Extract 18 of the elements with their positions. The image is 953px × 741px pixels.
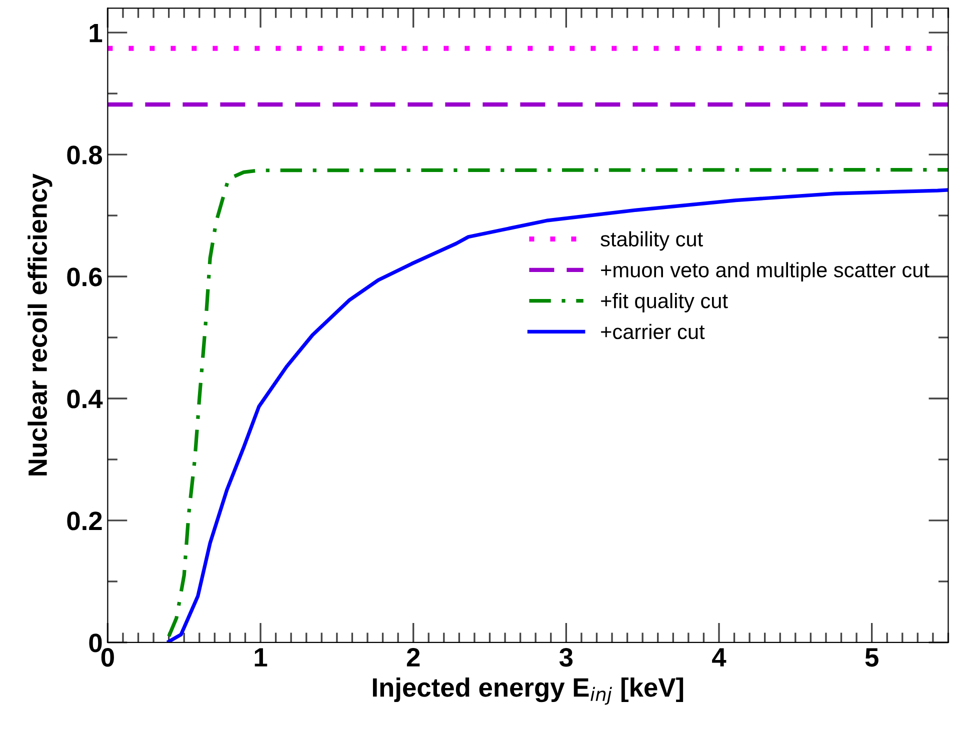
x-axis-title: Injected energy E$_{inj}$ [keV] (372, 677, 684, 705)
legend-label: +muon veto and multiple scatter cut (601, 262, 930, 282)
y-axis-title: Nuclear recoil efficiency (28, 174, 52, 476)
x-tick-label: 0 (101, 648, 114, 667)
legend-label: +fit quality cut (601, 292, 728, 312)
x-tick-label: 2 (406, 648, 420, 666)
x-tick-label: 1 (254, 648, 268, 666)
y-tick-label: 0.8 (67, 146, 102, 164)
y-tick-label: 0.2 (67, 512, 102, 530)
x-tick-label: 3 (559, 648, 573, 667)
legend-label: stability cut (600, 231, 703, 251)
y-tick-label: 0.6 (67, 268, 102, 286)
legend-label: +carrier cut (601, 324, 705, 340)
y-tick-label: 1 (90, 24, 102, 42)
x-tick-label: 5 (865, 648, 878, 667)
y-tick-label: 0.4 (67, 390, 103, 408)
x-tick-label: 4 (712, 648, 726, 666)
y-tick-label: 0 (89, 634, 102, 652)
